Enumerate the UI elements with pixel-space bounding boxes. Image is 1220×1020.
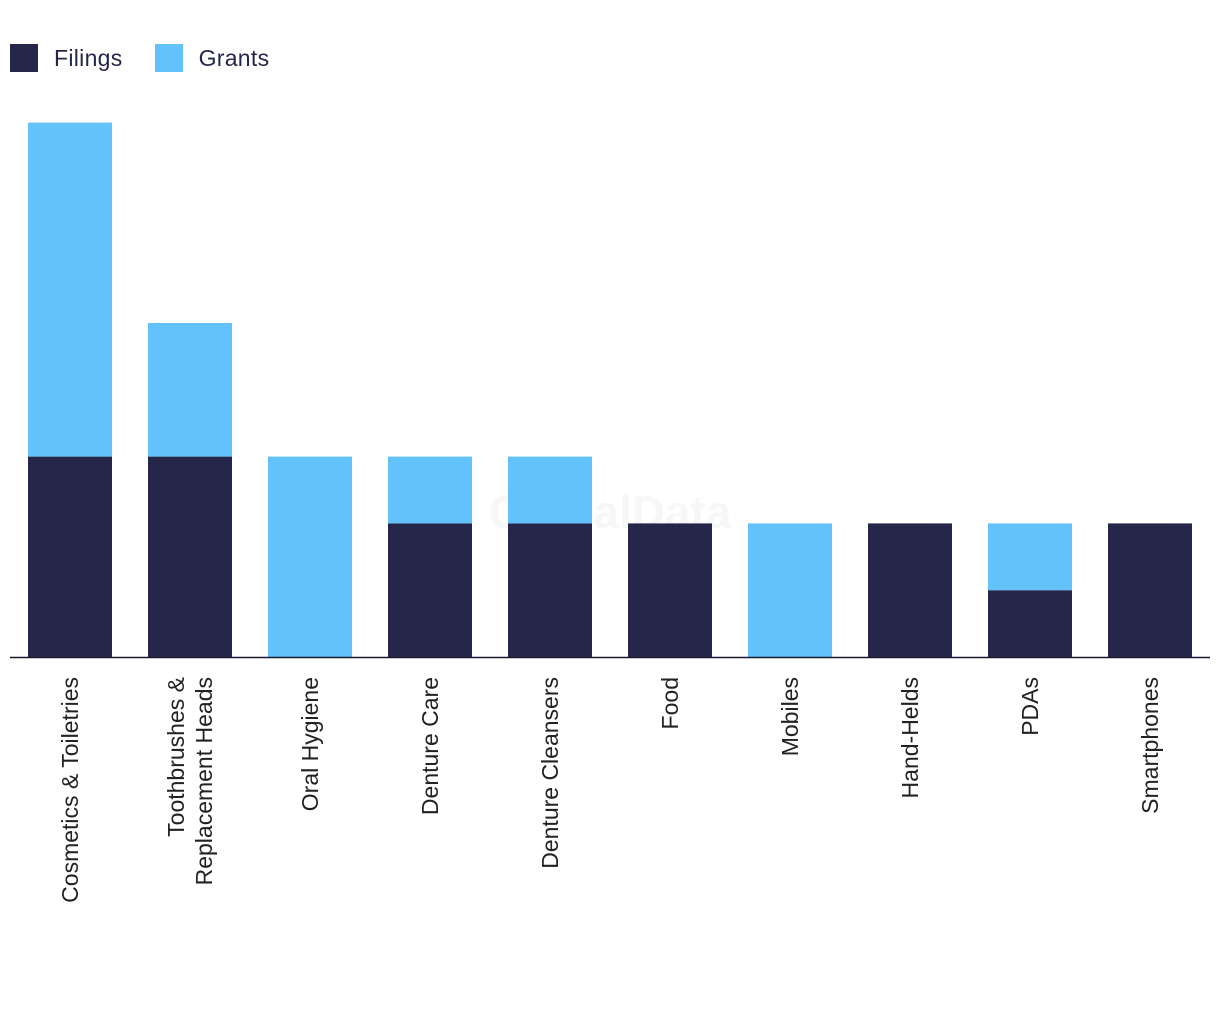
x-tick-label-6: Mobiles: [777, 677, 803, 756]
x-tick-label-line: PDAs: [1017, 677, 1043, 736]
bar-filings-1: [148, 456, 232, 657]
x-tick-label-7: Hand-Helds: [897, 677, 923, 798]
x-tick-label-line: Hand-Helds: [897, 677, 923, 798]
bar-grants-3: [388, 456, 472, 524]
bar-grants-2: [268, 456, 352, 657]
x-tick-label-3: Denture Care: [417, 677, 443, 815]
x-tick-label-line: Mobiles: [777, 677, 803, 756]
x-tick-label-0: Cosmetics & Toiletries: [57, 677, 83, 903]
legend-label-grants: Grants: [198, 44, 270, 71]
x-tick-label-5: Food: [657, 677, 683, 729]
x-axis-labels: Cosmetics & Toiletries Toothbrushes &Repl…: [57, 677, 1163, 903]
bar-filings-5: [628, 523, 712, 657]
bar-grants-0: [28, 122, 112, 457]
x-tick-label-line: Replacement Heads: [191, 677, 217, 885]
bar-filings-9: [1108, 523, 1192, 657]
bar-grants-1: [148, 323, 232, 457]
x-tick-label-line: Smartphones: [1137, 677, 1163, 814]
bar-filings-3: [388, 523, 472, 657]
x-tick-label-1: Toothbrushes &Replacement Heads: [163, 677, 217, 885]
bar-grants-6: [748, 523, 832, 657]
x-tick-label-line: Cosmetics & Toiletries: [57, 677, 83, 903]
x-tick-label-2: Oral Hygiene: [297, 677, 323, 811]
x-tick-label-8: PDAs: [1017, 677, 1043, 736]
x-tick-label-line: Toothbrushes &: [163, 677, 189, 837]
bar-filings-8: [988, 590, 1072, 657]
legend-label-filings: Filings: [54, 44, 123, 71]
x-tick-label-line: Food: [657, 677, 683, 729]
bars-group: [28, 122, 1192, 657]
x-tick-label-line: Denture Cleansers: [537, 677, 563, 869]
legend-swatch-filings: [10, 44, 38, 72]
bar-filings-7: [868, 523, 952, 657]
bar-grants-8: [988, 523, 1072, 591]
legend-item-filings: Filings: [10, 44, 123, 72]
x-tick-label-9: Smartphones: [1137, 677, 1163, 814]
bar-filings-0: [28, 456, 112, 657]
bar-filings-4: [508, 523, 592, 657]
bar-grants-4: [508, 456, 592, 524]
x-tick-label-line: Oral Hygiene: [297, 677, 323, 811]
x-tick-label-4: Denture Cleansers: [537, 677, 563, 869]
legend-item-grants: Grants: [154, 44, 270, 72]
legend-swatch-grants: [154, 44, 183, 72]
x-tick-label-line: Denture Care: [417, 677, 443, 815]
chart-legend: Filings Grants: [10, 44, 301, 72]
